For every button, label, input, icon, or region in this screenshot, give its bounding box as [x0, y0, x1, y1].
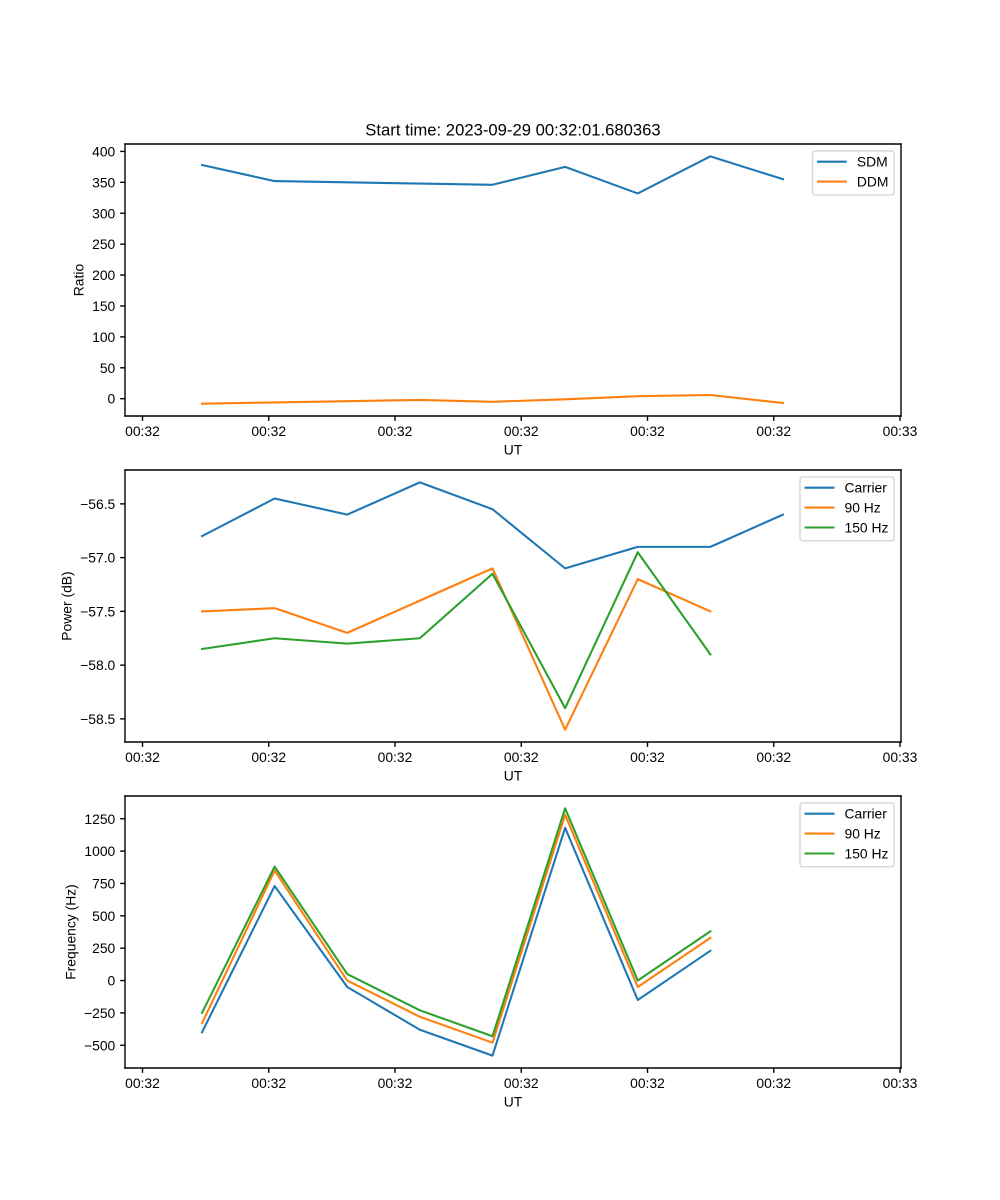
svg-text:200: 200	[92, 267, 115, 283]
svg-text:250: 250	[92, 236, 115, 252]
svg-text:UT: UT	[504, 1093, 523, 1109]
svg-text:00:32: 00:32	[125, 749, 160, 765]
svg-text:00:33: 00:33	[883, 749, 918, 765]
svg-text:Carrier: Carrier	[844, 806, 887, 822]
svg-text:50: 50	[100, 360, 116, 376]
svg-text:DDM: DDM	[857, 173, 889, 189]
svg-text:−57.0: −57.0	[80, 550, 115, 566]
svg-text:350: 350	[92, 174, 115, 190]
svg-text:500: 500	[92, 908, 115, 924]
svg-text:00:32: 00:32	[756, 1075, 791, 1091]
svg-text:00:32: 00:32	[756, 749, 791, 765]
svg-text:00:32: 00:32	[630, 423, 665, 439]
svg-text:00:32: 00:32	[378, 749, 413, 765]
svg-text:00:32: 00:32	[504, 749, 539, 765]
svg-text:1000: 1000	[84, 843, 115, 859]
svg-text:−57.5: −57.5	[80, 603, 115, 619]
svg-text:SDM: SDM	[857, 154, 888, 170]
svg-text:Frequency (Hz): Frequency (Hz)	[63, 884, 79, 980]
svg-text:400: 400	[92, 143, 115, 159]
svg-text:150: 150	[92, 298, 115, 314]
svg-text:750: 750	[92, 875, 115, 891]
svg-text:−250: −250	[84, 1005, 116, 1021]
svg-text:00:32: 00:32	[504, 1075, 539, 1091]
svg-text:1250: 1250	[84, 811, 115, 827]
svg-text:Ratio: Ratio	[71, 264, 87, 297]
svg-text:0: 0	[108, 973, 116, 989]
svg-text:00:32: 00:32	[504, 423, 539, 439]
svg-text:−58.5: −58.5	[80, 711, 115, 727]
svg-text:Power (dB): Power (dB)	[59, 571, 75, 640]
svg-text:00:33: 00:33	[883, 423, 918, 439]
svg-text:00:32: 00:32	[756, 423, 791, 439]
svg-text:150 Hz: 150 Hz	[844, 845, 888, 861]
svg-text:00:33: 00:33	[883, 1075, 918, 1091]
svg-text:150 Hz: 150 Hz	[844, 519, 888, 535]
svg-text:00:32: 00:32	[378, 423, 413, 439]
svg-text:00:32: 00:32	[251, 423, 286, 439]
svg-text:Carrier: Carrier	[844, 480, 887, 496]
svg-text:−56.5: −56.5	[80, 496, 115, 512]
svg-text:00:32: 00:32	[630, 749, 665, 765]
svg-text:00:32: 00:32	[378, 1075, 413, 1091]
svg-text:250: 250	[92, 940, 115, 956]
svg-text:00:32: 00:32	[251, 749, 286, 765]
svg-text:−500: −500	[84, 1037, 116, 1053]
svg-text:UT: UT	[504, 441, 523, 457]
svg-text:0: 0	[108, 391, 116, 407]
svg-text:00:32: 00:32	[251, 1075, 286, 1091]
svg-text:100: 100	[92, 329, 115, 345]
svg-text:Start time: 2023-09-29 00:32:0: Start time: 2023-09-29 00:32:01.680363	[365, 121, 660, 140]
svg-text:00:32: 00:32	[125, 423, 160, 439]
svg-text:UT: UT	[504, 767, 523, 783]
svg-text:90 Hz: 90 Hz	[844, 499, 880, 515]
svg-text:00:32: 00:32	[125, 1075, 160, 1091]
svg-text:90 Hz: 90 Hz	[844, 825, 880, 841]
svg-text:300: 300	[92, 205, 115, 221]
svg-text:−58.0: −58.0	[80, 657, 115, 673]
svg-text:00:32: 00:32	[630, 1075, 665, 1091]
